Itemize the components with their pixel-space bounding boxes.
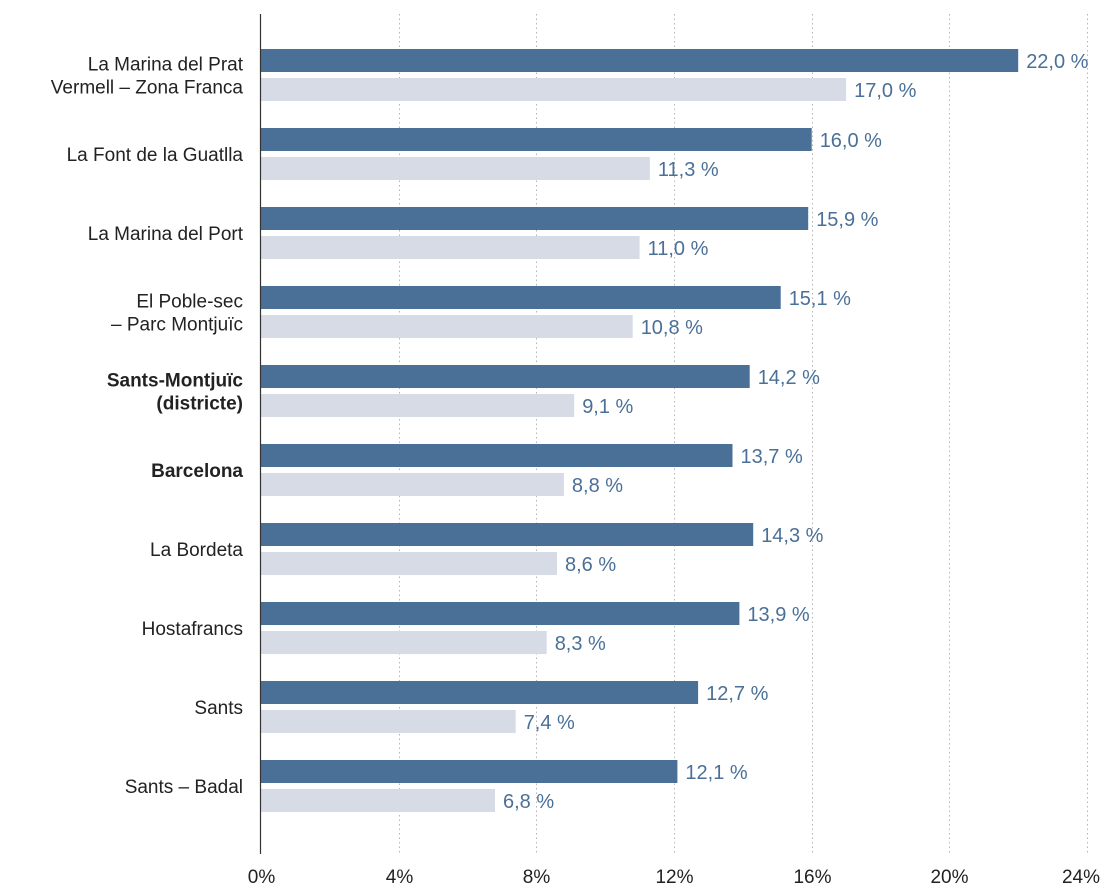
bar-series-2 xyxy=(261,315,633,338)
category-label: Barcelona xyxy=(151,461,243,482)
category-label: El Poble-sec – Parc Montjuïc xyxy=(111,292,243,336)
value-label: 13,9 % xyxy=(747,604,809,626)
bar-series-2 xyxy=(261,236,640,259)
x-tick-label: 4% xyxy=(386,867,414,888)
bar-series-1 xyxy=(261,681,699,704)
value-label: 8,8 % xyxy=(572,475,623,497)
bar-series-2 xyxy=(261,157,650,180)
category-label: Sants xyxy=(194,698,243,719)
value-label: 12,7 % xyxy=(706,683,768,705)
value-label: 15,1 % xyxy=(789,288,851,310)
x-tick-label: 8% xyxy=(523,867,551,888)
value-label: 9,1 % xyxy=(582,396,633,418)
x-axis-ticks: 0% 4% 8% 12% 16% 20% 24% xyxy=(248,867,1100,888)
value-label: 22,0 % xyxy=(1026,51,1088,73)
bar-series-2 xyxy=(261,473,564,496)
category-labels: La Marina del Prat Vermell – Zona Franca L… xyxy=(51,55,244,799)
value-label: 11,0 % xyxy=(648,238,709,260)
value-label: 7,4 % xyxy=(524,712,575,734)
bar-series-1 xyxy=(261,760,678,783)
bar-series-1 xyxy=(261,49,1019,72)
category-label: La Bordeta xyxy=(150,540,243,561)
x-tick-label: 24% xyxy=(1062,867,1100,888)
value-label: 6,8 % xyxy=(503,791,554,813)
category-label: La Marina del Prat Vermell – Zona Franca xyxy=(51,55,244,99)
bar-series-2 xyxy=(261,631,547,654)
value-label: 13,7 % xyxy=(741,446,803,468)
bar-series-1 xyxy=(261,365,750,388)
bar-series-2 xyxy=(261,710,516,733)
bar-series-2 xyxy=(261,789,495,812)
value-label: 14,3 % xyxy=(761,525,823,547)
bar-series-1 xyxy=(261,128,812,151)
bar-series-2 xyxy=(261,78,847,101)
category-label: Sants-Montjuïc (districte) xyxy=(107,371,244,415)
value-label: 8,6 % xyxy=(565,554,616,576)
bar-series-2 xyxy=(261,552,557,575)
category-label: Hostafrancs xyxy=(142,619,243,640)
value-label: 12,1 % xyxy=(685,762,747,784)
x-tick-label: 20% xyxy=(930,867,968,888)
value-label: 11,3 % xyxy=(658,159,719,181)
bar-series-2 xyxy=(261,394,575,417)
category-label: La Marina del Port xyxy=(88,224,244,245)
category-label: Sants – Badal xyxy=(125,777,243,798)
value-label: 16,0 % xyxy=(820,130,882,152)
gridlines xyxy=(399,14,1088,854)
bar-series-1 xyxy=(261,523,754,546)
bar-series-1 xyxy=(261,286,781,309)
value-label: 10,8 % xyxy=(641,317,703,339)
bar-series-1 xyxy=(261,207,809,230)
value-label: 14,2 % xyxy=(758,367,820,389)
value-label: 8,3 % xyxy=(555,633,606,655)
category-label: La Font de la Guatlla xyxy=(67,145,244,166)
value-label: 17,0 % xyxy=(854,80,916,102)
bars xyxy=(261,49,1019,812)
bar-series-1 xyxy=(261,444,733,467)
value-labels: 22,0 % 17,0 % 16,0 % 11,3 % 15,9 % 11,0 % 15,1… xyxy=(503,51,1089,813)
value-label: 15,9 % xyxy=(816,209,878,231)
x-tick-label: 12% xyxy=(655,867,693,888)
x-tick-label: 0% xyxy=(248,867,276,888)
x-tick-label: 16% xyxy=(793,867,831,888)
bar-series-1 xyxy=(261,602,740,625)
